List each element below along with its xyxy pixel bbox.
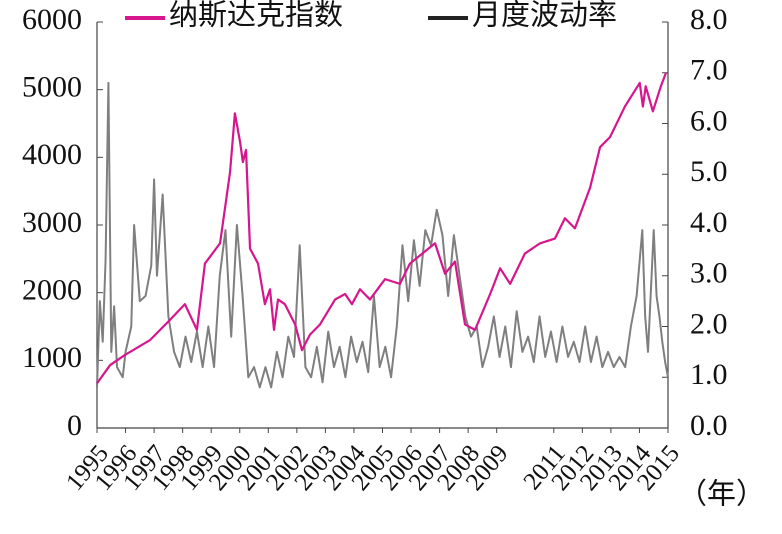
y2-tick-label: 7.0 bbox=[690, 54, 728, 87]
x-axis-label: （年） bbox=[678, 478, 765, 511]
y2-tick-label: 4.0 bbox=[690, 206, 728, 239]
y2-tick-label: 3.0 bbox=[690, 257, 728, 290]
series-line bbox=[96, 72, 668, 384]
y2-tick-label: 2.0 bbox=[690, 307, 728, 340]
y2-tick-label: 1.0 bbox=[690, 358, 728, 391]
y-tick-label: 6000 bbox=[22, 3, 82, 36]
y2-tick-label: 6.0 bbox=[690, 104, 728, 137]
y2-tick-label: 8.0 bbox=[690, 3, 728, 36]
y-tick-label: 4000 bbox=[22, 138, 82, 171]
y-tick-label: 1000 bbox=[22, 341, 82, 374]
y-tick-label: 5000 bbox=[22, 71, 82, 104]
legend-label: 纳斯达克指数 bbox=[169, 0, 343, 32]
y-tick-label: 3000 bbox=[22, 206, 82, 239]
legend-label: 月度波动率 bbox=[472, 0, 617, 32]
series-line bbox=[96, 81, 669, 389]
y2-tick-label: 0.0 bbox=[690, 409, 728, 442]
y2-tick-label: 5.0 bbox=[690, 155, 728, 188]
y-tick-label: 0 bbox=[67, 409, 82, 442]
y-tick-label: 2000 bbox=[22, 274, 82, 307]
